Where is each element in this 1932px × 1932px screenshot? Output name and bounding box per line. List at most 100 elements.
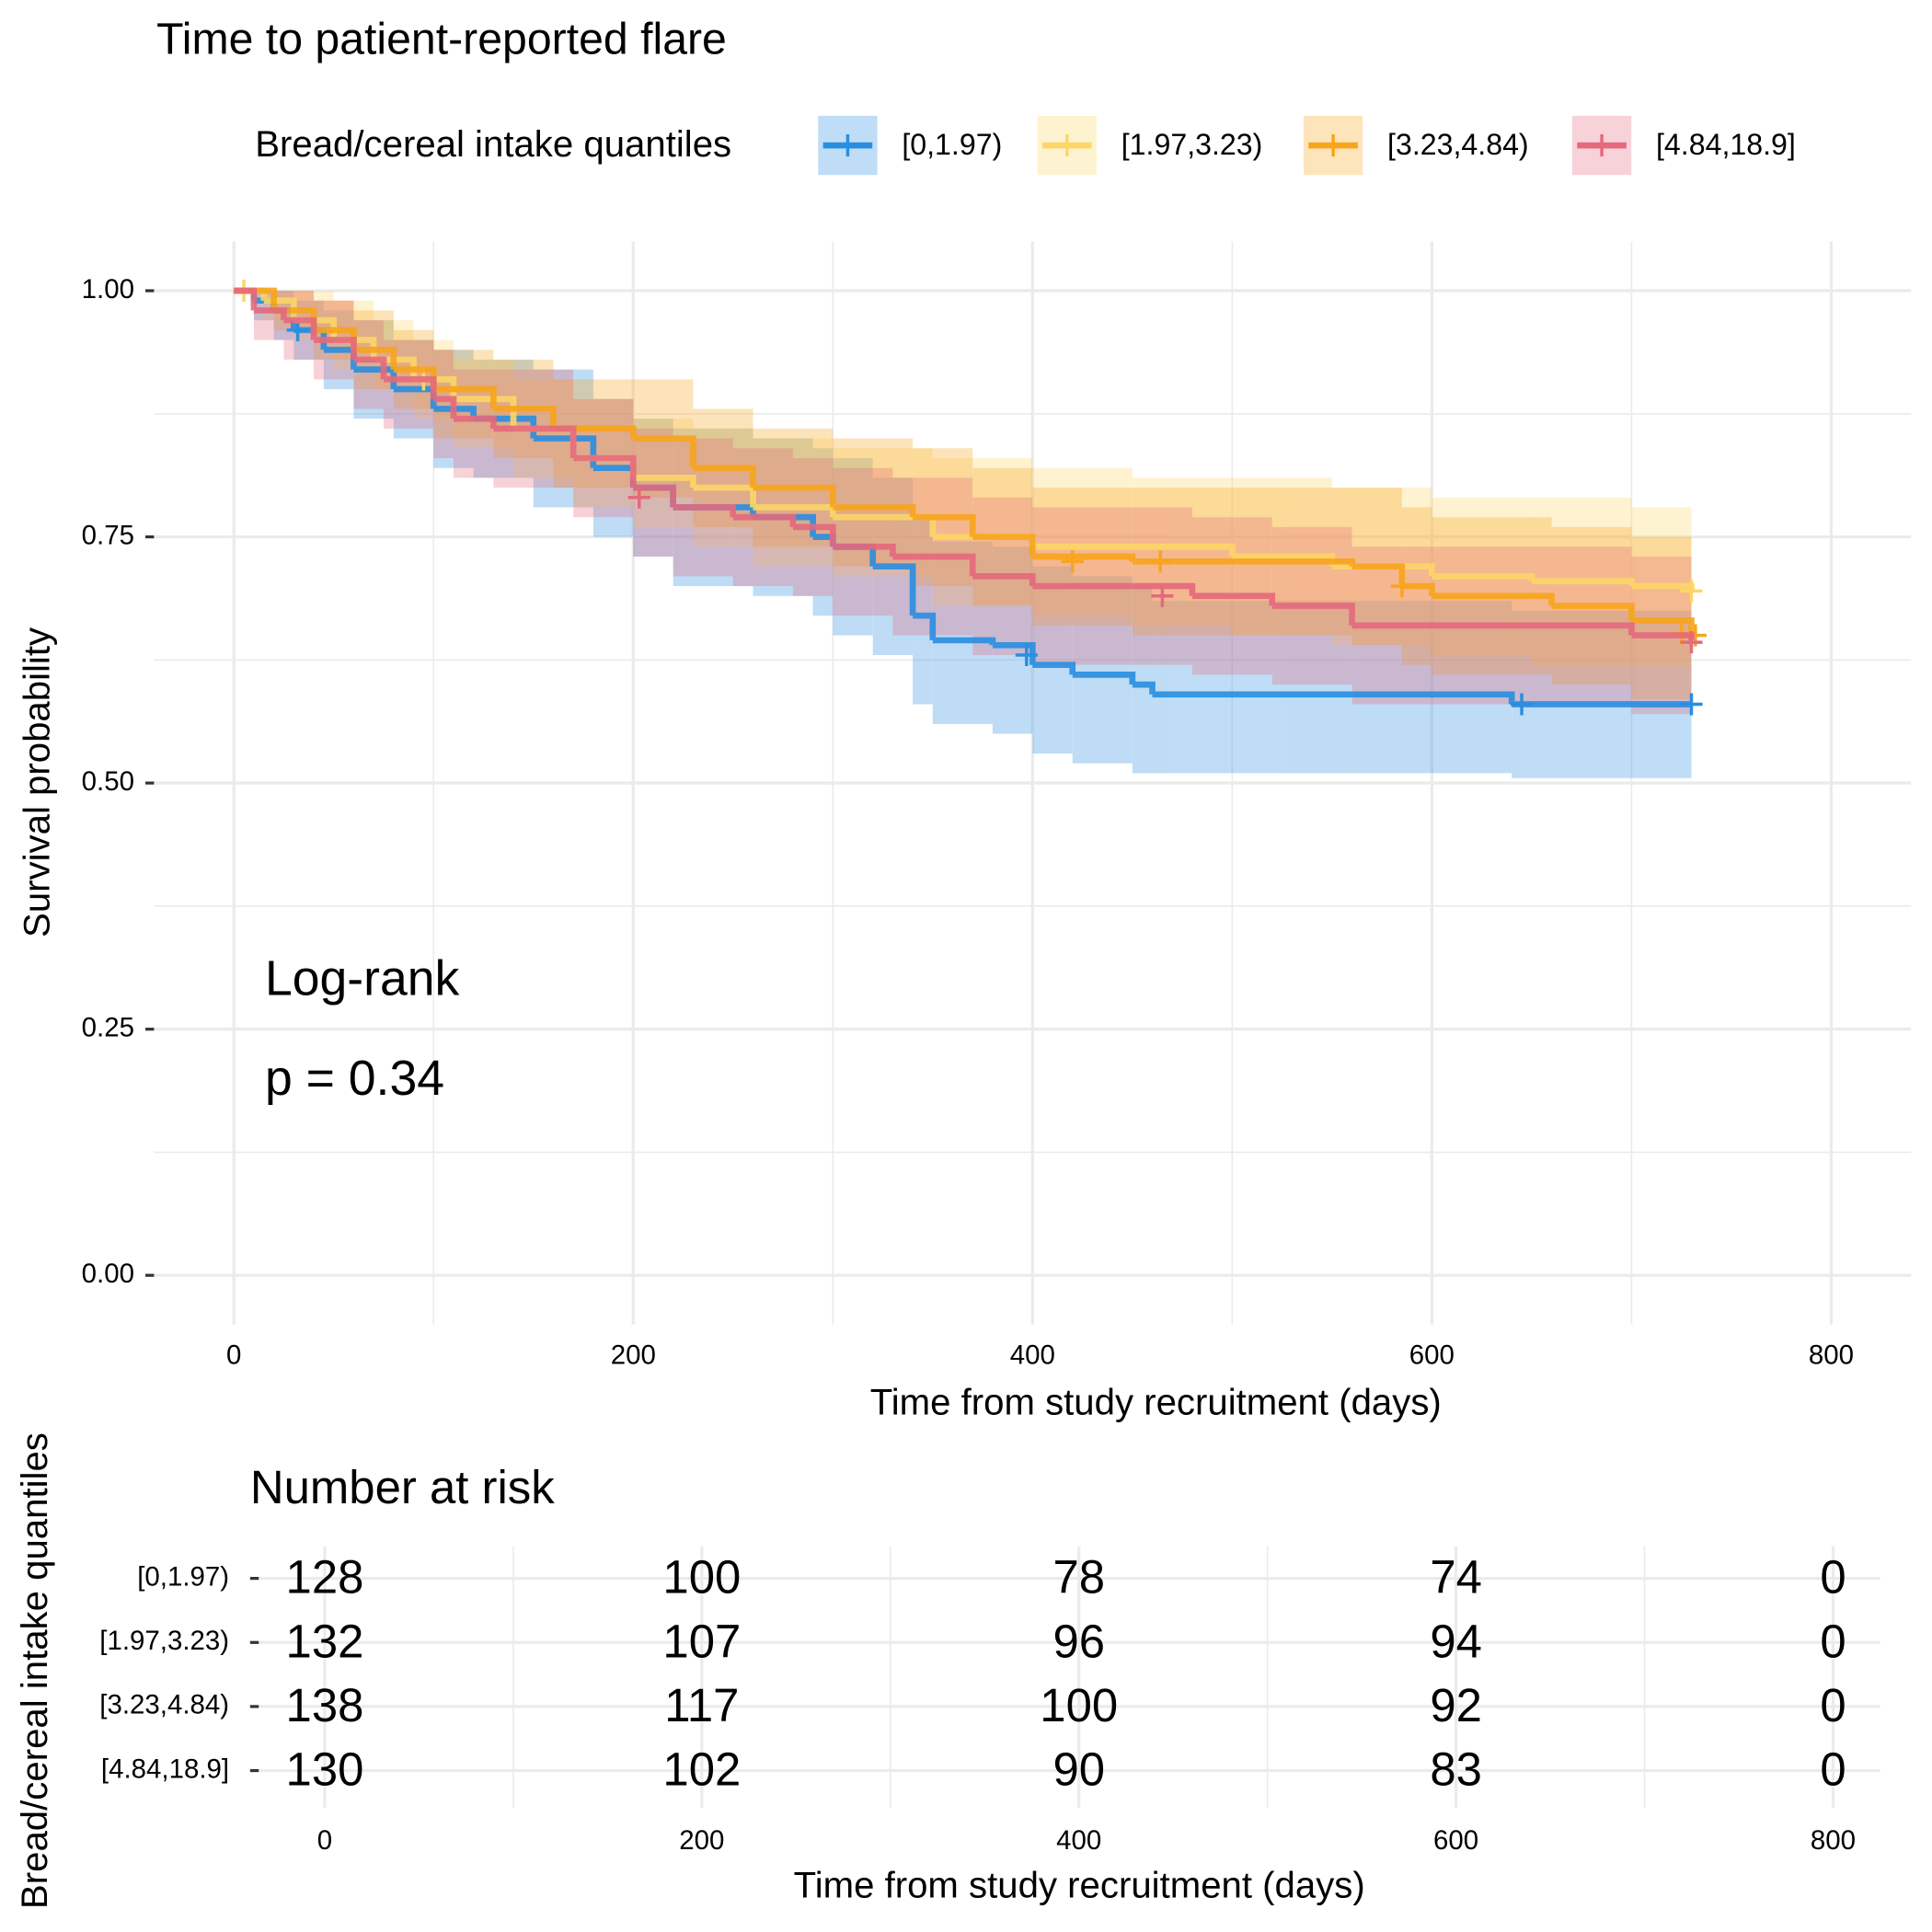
curve-step — [1132, 582, 1196, 596]
curve-step — [433, 396, 457, 420]
band-step — [1512, 610, 1692, 778]
band-step — [1132, 477, 1233, 626]
curve-step — [992, 641, 1036, 665]
curve-step — [1132, 558, 1355, 567]
curve-step — [1432, 592, 1555, 606]
band-step — [913, 517, 933, 705]
row-label: [4.84,18.9] — [101, 1754, 229, 1784]
censor-mark — [1680, 631, 1703, 654]
annotation: p = 0.34 — [265, 1052, 444, 1106]
risk-count: 100 — [662, 1551, 741, 1604]
curve-step — [1132, 543, 1236, 557]
row-label: [3.23,4.84) — [99, 1690, 229, 1720]
row-label: [0,1.97) — [137, 1561, 229, 1592]
curve-step — [833, 543, 896, 557]
risk-count: 100 — [1040, 1679, 1118, 1731]
risk-count: 132 — [286, 1615, 364, 1667]
risk-count: 0 — [1820, 1615, 1846, 1667]
curve-step — [1631, 617, 1695, 636]
curve-step — [633, 475, 696, 489]
censor-mark — [1680, 580, 1703, 603]
y-tick-label: 0.50 — [82, 766, 134, 797]
censor-mark — [1061, 550, 1084, 573]
censor-mark — [627, 486, 650, 509]
band-step — [1072, 576, 1133, 764]
censor-mark — [1151, 584, 1174, 607]
curve-step — [872, 563, 916, 616]
curve-step — [913, 513, 976, 537]
curve-step — [972, 573, 1036, 587]
risk-count: 128 — [286, 1551, 364, 1604]
legend-label: [1.97,3.23) — [1121, 128, 1263, 161]
risk-count: 0 — [1820, 1679, 1846, 1731]
risk-count: 96 — [1052, 1615, 1105, 1667]
x-tick-label: 400 — [1010, 1340, 1055, 1370]
y-tick-label: 0.75 — [82, 520, 134, 550]
curve-step — [433, 385, 497, 409]
curve-step — [374, 356, 417, 380]
curve-step — [1551, 603, 1635, 621]
band-step — [453, 359, 514, 449]
curve-step — [314, 337, 357, 360]
band-step — [1132, 586, 1153, 774]
band-step — [932, 541, 993, 724]
band-step — [263, 291, 294, 321]
risk-count: 107 — [662, 1615, 741, 1667]
x-tick-label: 200 — [679, 1825, 724, 1856]
band-step — [453, 369, 494, 478]
curve-step — [673, 504, 737, 518]
risk-count: 78 — [1052, 1551, 1105, 1604]
x-tick-label: 0 — [226, 1340, 241, 1370]
curve-step — [1432, 573, 1535, 581]
band-step — [1351, 601, 1512, 774]
y-tick-label: 0.00 — [82, 1259, 134, 1289]
curve-step — [353, 346, 397, 370]
band-step — [573, 398, 634, 508]
curve-step — [892, 553, 976, 577]
table-title: Number at risk — [250, 1461, 555, 1513]
curve-step — [732, 513, 797, 527]
band-step — [1032, 467, 1133, 616]
survival-curve — [234, 287, 1695, 640]
band-step — [1152, 601, 1352, 774]
y-axis-title: Survival probability — [16, 627, 57, 937]
risk-count: 92 — [1430, 1679, 1482, 1731]
risk-count: 0 — [1820, 1743, 1846, 1796]
y-tick-label: 1.00 — [82, 274, 134, 305]
annotation: Log-rank — [265, 952, 460, 1006]
curve-step — [1271, 603, 1355, 626]
curve-step — [353, 356, 387, 380]
x-tick-label: 600 — [1433, 1825, 1478, 1856]
curve-step — [453, 415, 497, 429]
curve-step — [753, 484, 836, 508]
band-step — [753, 438, 834, 567]
legend-label: [4.84,18.9] — [1656, 128, 1796, 161]
band-step — [433, 350, 494, 439]
curve-step — [433, 406, 477, 420]
curve-step — [1032, 661, 1076, 675]
censor-mark — [1015, 643, 1038, 667]
risk-count: 94 — [1430, 1615, 1482, 1667]
curve-step — [693, 484, 756, 508]
risk-count: 0 — [1820, 1551, 1846, 1604]
curve-step — [234, 287, 258, 311]
curve-step — [453, 396, 517, 429]
curve-step — [833, 504, 916, 518]
censor-mark — [1149, 550, 1172, 573]
x-tick-label: 0 — [317, 1825, 332, 1856]
censor-mark — [1680, 693, 1703, 716]
curve-step — [633, 484, 677, 508]
censor-mark — [1390, 575, 1413, 598]
x-tick-label: 200 — [611, 1340, 656, 1370]
curve-step — [383, 375, 437, 399]
row-label: [1.97,3.23) — [99, 1626, 229, 1656]
legend-title: Bread/cereal intake quantiles — [255, 123, 731, 165]
x-tick-label: 800 — [1811, 1825, 1856, 1856]
curve-step — [693, 465, 756, 489]
legend-label: [3.23,4.84) — [1387, 128, 1529, 161]
x-tick-label: 800 — [1809, 1340, 1854, 1370]
y-tick-label: 0.25 — [82, 1012, 134, 1042]
curve-step — [553, 425, 637, 439]
curve-step — [1072, 672, 1136, 685]
curve-step — [792, 523, 836, 547]
